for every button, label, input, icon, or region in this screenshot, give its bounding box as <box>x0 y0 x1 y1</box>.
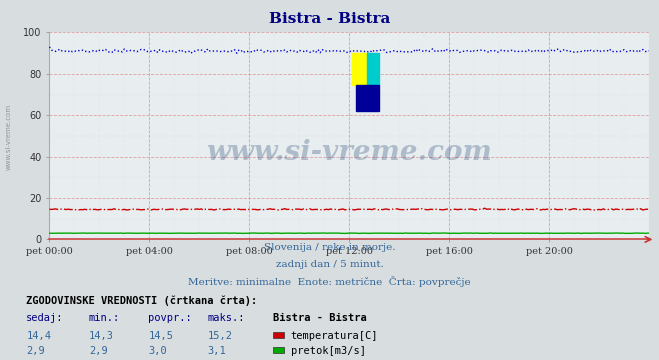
Text: sedaj:: sedaj: <box>26 314 64 324</box>
Text: www.si-vreme.com: www.si-vreme.com <box>5 104 11 170</box>
Text: www.si-vreme.com: www.si-vreme.com <box>206 139 492 166</box>
Text: Slovenija / reke in morje.: Slovenija / reke in morje. <box>264 243 395 252</box>
Bar <box>353 53 367 85</box>
Text: ZGODOVINSKE VREDNOSTI (črtkana črta):: ZGODOVINSKE VREDNOSTI (črtkana črta): <box>26 296 258 306</box>
Text: 3,1: 3,1 <box>208 346 226 356</box>
Text: povpr.:: povpr.: <box>148 314 192 324</box>
Bar <box>357 85 380 111</box>
Text: zadnji dan / 5 minut.: zadnji dan / 5 minut. <box>275 261 384 270</box>
Text: Bistra - Bistra: Bistra - Bistra <box>273 314 367 324</box>
Text: temperatura[C]: temperatura[C] <box>291 331 378 341</box>
Text: Meritve: minimalne  Enote: metrične  Črta: povprečje: Meritve: minimalne Enote: metrične Črta:… <box>188 276 471 287</box>
Text: 2,9: 2,9 <box>26 346 45 356</box>
Text: min.:: min.: <box>89 314 120 324</box>
Text: 3,0: 3,0 <box>148 346 167 356</box>
Text: maks.:: maks.: <box>208 314 245 324</box>
Text: 14,5: 14,5 <box>148 331 173 341</box>
Bar <box>367 53 380 85</box>
Text: 2,9: 2,9 <box>89 346 107 356</box>
Text: Bistra - Bistra: Bistra - Bistra <box>269 12 390 26</box>
Text: 14,3: 14,3 <box>89 331 114 341</box>
Text: 14,4: 14,4 <box>26 331 51 341</box>
Text: 15,2: 15,2 <box>208 331 233 341</box>
Text: pretok[m3/s]: pretok[m3/s] <box>291 346 366 356</box>
